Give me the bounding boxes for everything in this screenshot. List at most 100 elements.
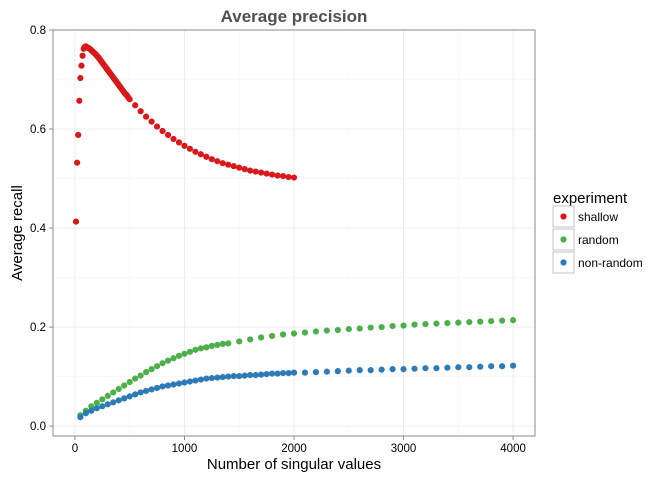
data-point-random	[356, 325, 363, 332]
data-point-shallow	[74, 159, 81, 166]
data-point-random	[126, 378, 133, 386]
data-point-non-random	[159, 383, 166, 390]
series-random	[77, 317, 517, 419]
data-point-non-random	[285, 370, 292, 377]
data-point-random	[247, 336, 254, 343]
legend: experiment shallow random non-random	[552, 190, 643, 274]
data-point-non-random	[422, 365, 429, 372]
data-point-non-random	[110, 399, 117, 406]
data-point-random	[334, 326, 341, 334]
data-point-random	[488, 318, 495, 325]
data-point-shallow	[290, 174, 298, 181]
data-point-shallow	[241, 166, 248, 173]
data-point-random	[455, 319, 462, 326]
data-point-random	[389, 322, 396, 330]
data-point-random	[115, 385, 122, 393]
data-point-non-random	[170, 381, 177, 388]
data-point-random	[367, 324, 374, 331]
data-point-random	[219, 340, 226, 348]
data-point-random	[433, 320, 440, 327]
data-point-shallow	[132, 102, 139, 109]
series-non-random	[77, 362, 517, 421]
data-point-non-random	[143, 387, 150, 395]
y-tick-label: 0.4	[30, 223, 47, 235]
legend-title: experiment	[553, 190, 628, 207]
data-point-shallow	[137, 108, 144, 115]
data-point-shallow	[148, 118, 155, 125]
data-point-non-random	[214, 374, 221, 381]
data-point-random	[153, 363, 161, 370]
data-point-random	[88, 403, 95, 410]
data-point-non-random	[236, 372, 243, 380]
data-point-non-random	[400, 366, 407, 373]
y-tick-label: 0.0	[30, 421, 46, 433]
data-point-random	[444, 320, 451, 327]
data-point-shallow	[197, 151, 204, 158]
data-point-random	[466, 319, 473, 326]
data-point-non-random	[82, 410, 89, 417]
data-point-random	[214, 341, 221, 348]
data-point-non-random	[175, 380, 183, 387]
data-point-non-random	[121, 395, 128, 402]
data-point-shallow	[285, 173, 292, 181]
data-point-non-random	[99, 403, 106, 410]
data-point-shallow	[76, 97, 83, 104]
data-point-random	[159, 360, 166, 367]
data-point-random	[477, 318, 484, 325]
data-point-non-random	[455, 364, 462, 371]
data-point-shallow	[175, 139, 183, 146]
data-point-non-random	[132, 391, 139, 398]
data-point-non-random	[219, 373, 226, 381]
data-point-non-random	[301, 369, 309, 376]
data-point-random	[279, 331, 287, 338]
y-tick-label: 0.8	[30, 25, 46, 37]
data-point-shallow	[186, 145, 194, 152]
data-point-non-random	[115, 397, 122, 404]
data-point-non-random	[334, 368, 341, 375]
x-axis: 0 1000 2000 3000 4000	[72, 436, 526, 455]
data-point-shallow	[170, 135, 177, 143]
data-point-shallow	[236, 164, 243, 171]
data-point-non-random	[203, 375, 210, 382]
data-point-shallow	[247, 167, 254, 174]
data-point-non-random	[378, 366, 385, 373]
data-point-non-random	[312, 369, 320, 376]
data-point-shallow	[252, 168, 259, 175]
data-point-random	[164, 357, 172, 364]
data-point-random	[148, 366, 155, 373]
y-axis-title: Average recall	[9, 185, 26, 281]
data-point-random	[143, 369, 150, 376]
data-point-random	[99, 396, 106, 403]
data-point-non-random	[356, 367, 363, 374]
data-point-non-random	[279, 370, 287, 377]
data-point-non-random	[230, 372, 237, 380]
data-point-non-random	[225, 373, 232, 380]
x-tick-label: 2000	[281, 443, 307, 455]
data-point-non-random	[433, 365, 440, 372]
data-point-shallow	[219, 160, 226, 167]
data-point-non-random	[274, 370, 281, 377]
data-point-non-random	[345, 367, 352, 374]
legend-items: shallow random non-random	[552, 205, 643, 274]
legend-label-shallow: shallow	[578, 210, 618, 224]
data-point-random	[104, 392, 111, 399]
data-point-shallow	[181, 142, 188, 149]
data-point-non-random	[488, 363, 495, 370]
y-tick-label: 0.2	[30, 322, 46, 334]
x-tick-label: 0	[72, 443, 78, 455]
data-point-shallow	[75, 131, 82, 139]
data-point-random	[422, 321, 429, 328]
data-point-random	[170, 355, 177, 362]
data-point-random	[268, 332, 276, 340]
data-point-non-random	[477, 363, 484, 370]
data-points	[72, 43, 517, 421]
data-point-non-random	[411, 365, 418, 372]
data-point-shallow	[208, 156, 215, 163]
data-point-random	[175, 352, 183, 359]
data-point-shallow	[159, 127, 166, 135]
data-point-shallow	[225, 161, 232, 168]
data-point-non-random	[263, 371, 270, 378]
data-point-random	[208, 342, 215, 349]
data-point-random	[499, 317, 506, 324]
legend-label-non-random: non-random	[578, 256, 643, 270]
